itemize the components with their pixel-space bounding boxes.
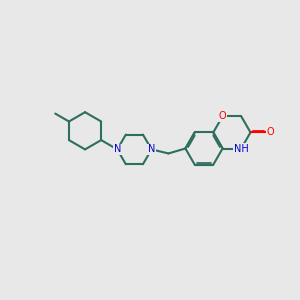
Text: NH: NH (234, 143, 249, 154)
Text: N: N (148, 144, 155, 154)
Text: O: O (267, 128, 274, 137)
Text: N: N (114, 144, 121, 154)
Text: O: O (219, 111, 226, 121)
